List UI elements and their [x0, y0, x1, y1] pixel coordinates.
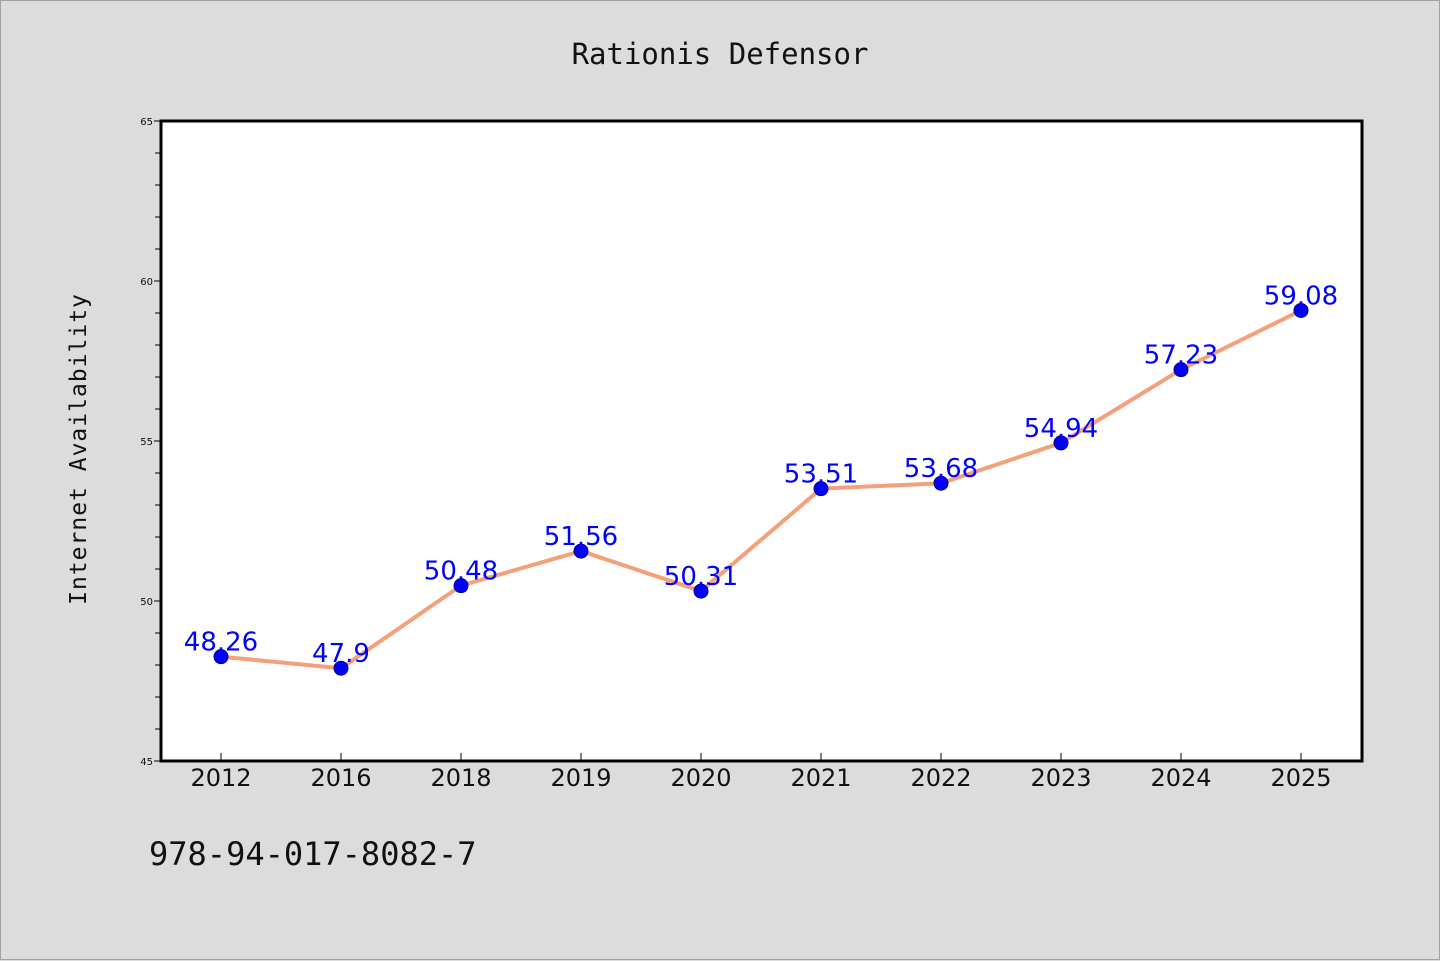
data-label: 47.9 — [312, 639, 370, 669]
data-label: 50.48 — [424, 557, 498, 587]
series-layer: 48.26 47.9 50.48 51.56 50.31 53.51 53.68 54.94 5… — [184, 281, 1338, 676]
x-tick-label: 2018 — [430, 764, 491, 792]
data-point — [333, 660, 349, 676]
y-tick-label: 45 — [140, 757, 153, 768]
y-tick-label: 50 — [140, 597, 153, 608]
data-point — [1293, 302, 1309, 318]
x-axis: 2012 2016 2018 2019 2020 2021 2022 2023 2024 2025 — [190, 753, 1332, 792]
y-tick-label: 55 — [140, 437, 153, 448]
data-point — [573, 543, 589, 559]
chart-title: Rationis Defensor — [572, 37, 869, 71]
data-point — [693, 583, 709, 599]
data-label: 50.31 — [664, 562, 738, 592]
x-tick-label: 2020 — [670, 764, 731, 792]
data-point — [1053, 435, 1069, 451]
x-tick-label: 2019 — [550, 764, 611, 792]
x-tick-label: 2025 — [1270, 764, 1331, 792]
y-axis: 45 50 55 60 65 — [140, 117, 161, 768]
data-point — [933, 475, 949, 491]
x-tick-label: 2023 — [1030, 764, 1091, 792]
data-label: 53.68 — [904, 454, 978, 484]
data-label: 53.51 — [784, 460, 858, 490]
x-tick-label: 2012 — [190, 764, 251, 792]
x-tick-label: 2021 — [790, 764, 851, 792]
data-point — [813, 481, 829, 497]
footer-isbn: 978-94-017-8082-7 — [149, 835, 477, 873]
data-point — [453, 578, 469, 594]
y-tick-label: 60 — [140, 277, 153, 288]
data-label: 51.56 — [544, 522, 618, 552]
data-label: 57.23 — [1144, 341, 1218, 371]
data-label: 54.94 — [1024, 414, 1098, 444]
data-point — [213, 649, 229, 665]
series-line — [219, 308, 1303, 671]
data-point — [1173, 362, 1189, 378]
x-tick-label: 2024 — [1150, 764, 1211, 792]
x-tick-label: 2016 — [310, 764, 371, 792]
y-tick-label: 65 — [140, 117, 153, 128]
data-label: 48.26 — [184, 628, 258, 658]
y-axis-label: Internet Availability — [66, 293, 92, 605]
x-tick-label: 2022 — [910, 764, 971, 792]
data-label: 59.08 — [1264, 281, 1338, 311]
